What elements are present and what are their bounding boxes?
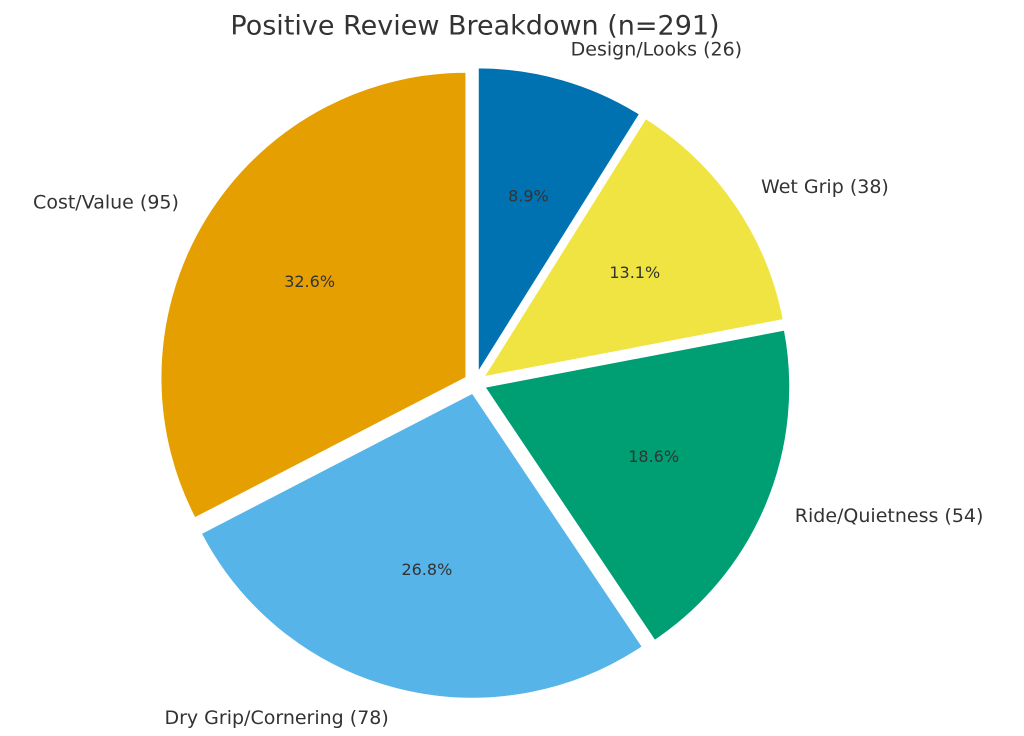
slice-label: Dry Grip/Cornering (78) <box>164 707 388 729</box>
pie-slice <box>476 66 642 377</box>
slice-label: Wet Grip (38) <box>761 176 889 198</box>
pie-slice <box>482 328 792 643</box>
slice-label: Ride/Quietness (54) <box>795 505 984 527</box>
pie-slice <box>481 116 786 379</box>
pie-slice <box>159 70 468 520</box>
slice-label: Design/Looks (26) <box>571 38 742 60</box>
value-label: 26.8% <box>401 560 452 579</box>
chart-title: Positive Review Breakdown (n=291) <box>230 11 719 42</box>
value-label: 8.9% <box>508 186 549 205</box>
value-label: 32.6% <box>284 272 335 291</box>
value-label: 18.6% <box>628 447 679 466</box>
pie-slice <box>199 391 645 700</box>
value-label: 13.1% <box>609 263 660 282</box>
slice-label: Cost/Value (95) <box>33 191 179 213</box>
